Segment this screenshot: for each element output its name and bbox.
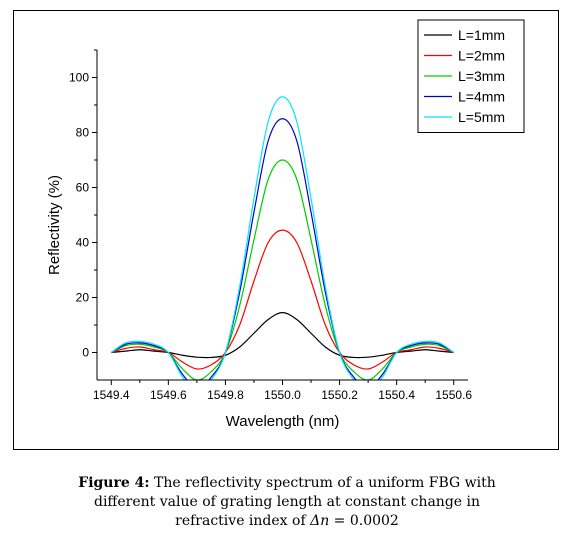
y-tick-label: 60 xyxy=(76,181,90,195)
y-tick-label: 100 xyxy=(69,71,89,85)
y-tick-label: 20 xyxy=(76,291,90,305)
y-tick-label: 80 xyxy=(76,126,90,140)
caption-line1: The reflectivity spectrum of a uniform F… xyxy=(149,475,496,491)
legend-box xyxy=(417,19,525,133)
legend-label: L=4mm xyxy=(458,89,505,105)
caption-delta-n: Δn xyxy=(310,513,330,529)
series-line-l-3mm xyxy=(111,159,454,380)
x-tick-label: 1550.2 xyxy=(321,388,358,402)
caption-line3-post: = 0.0002 xyxy=(329,513,399,529)
series-line-l-5mm xyxy=(110,96,455,380)
legend-label: L=1mm xyxy=(458,27,505,43)
caption-line2: different value of grating length at con… xyxy=(93,494,481,510)
x-tick-label: 1550.6 xyxy=(435,388,472,402)
x-tick-label: 1549.4 xyxy=(93,388,130,402)
legend-label: L=2mm xyxy=(458,48,505,64)
legend-label: L=5mm xyxy=(458,109,505,125)
legend-label: L=3mm xyxy=(458,68,505,84)
y-tick-label: 40 xyxy=(76,236,90,250)
x-tick-label: 1550.0 xyxy=(264,388,301,402)
caption-label: Figure 4: xyxy=(78,475,150,491)
x-tick-label: 1549.8 xyxy=(207,388,244,402)
x-tick-label: 1549.6 xyxy=(150,388,187,402)
caption-line3-pre: refractive index of xyxy=(175,513,311,529)
figure-caption: Figure 4: The reflectivity spectrum of a… xyxy=(20,474,554,531)
y-tick-label: 0 xyxy=(82,346,89,360)
y-axis-title: Reflectivity (%) xyxy=(46,175,63,275)
x-tick-label: 1550.4 xyxy=(378,388,415,402)
x-axis-title: Wavelength (nm) xyxy=(226,413,340,430)
